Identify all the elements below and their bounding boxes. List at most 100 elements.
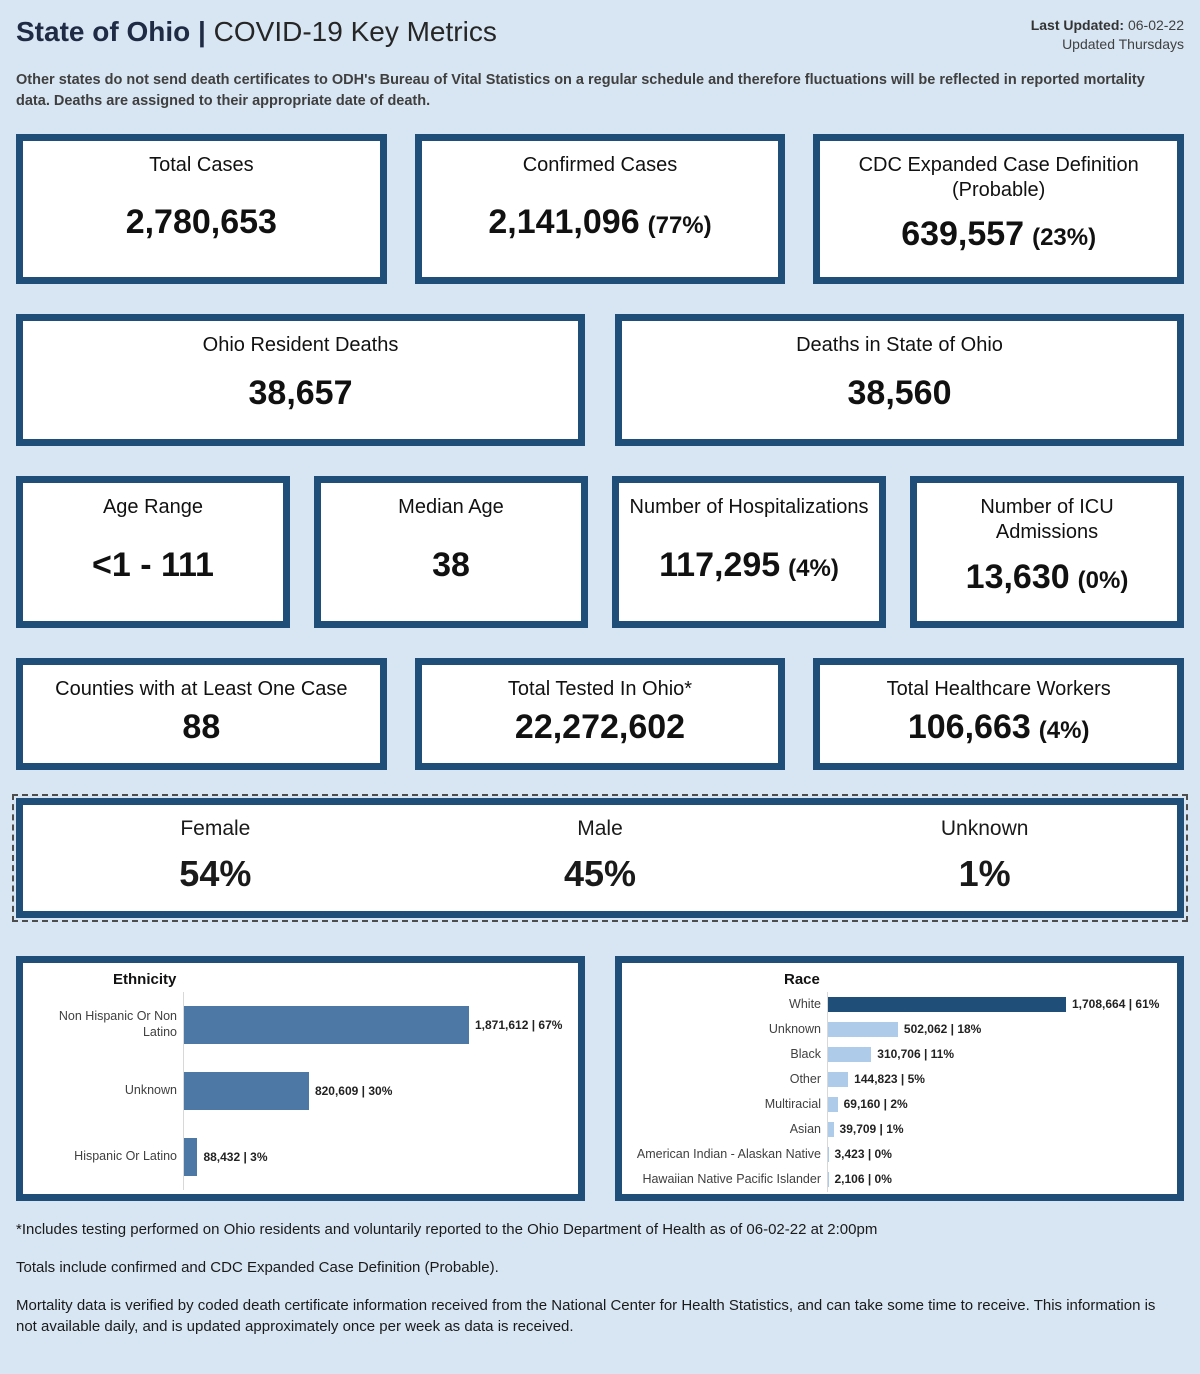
chart-category-label: Unknown bbox=[768, 1021, 821, 1036]
metric-value: 88 bbox=[182, 707, 221, 746]
chart-category-label: White bbox=[789, 996, 821, 1011]
chart-bar[interactable] bbox=[828, 1021, 898, 1037]
metric-card-total-tested: Total Tested In Ohio* 22,272,602 bbox=[414, 657, 786, 770]
metrics-row-deaths: Ohio Resident Deaths 38,657 Deaths in St… bbox=[16, 313, 1184, 446]
chart-category-label: Asian bbox=[789, 1121, 821, 1136]
chart-category-label: Hispanic Or Latino bbox=[74, 1149, 177, 1163]
metric-card-icu-admissions: Number of ICU Admissions 13,630 (0%) bbox=[910, 475, 1184, 628]
chart-value-label: 3,423 | 0% bbox=[834, 1147, 892, 1162]
metric-label: Median Age bbox=[398, 495, 504, 518]
chart-bar-track: 88,432 | 3% bbox=[183, 1123, 568, 1190]
chart-bar[interactable] bbox=[184, 1005, 469, 1044]
chart-row: Unknown 502,062 | 18% bbox=[632, 1016, 1167, 1042]
chart-row: White 1,708,664 | 61% bbox=[632, 991, 1167, 1017]
chart-bar-track: 502,062 | 18% bbox=[827, 1016, 1167, 1042]
metric-label: Confirmed Cases bbox=[522, 153, 678, 176]
charts-row: Ethnicity Non Hispanic Or Non Latino 1,87… bbox=[16, 955, 1184, 1201]
metric-label: Counties with at Least One Case bbox=[55, 677, 348, 700]
chart-bar[interactable] bbox=[828, 1146, 829, 1162]
page-title: State of Ohio | COVID-19 Key Metrics bbox=[16, 16, 497, 48]
metrics-row-age-hospital: Age Range <1 - 111 Median Age 38 Number … bbox=[16, 475, 1184, 628]
chart-bar[interactable] bbox=[828, 996, 1066, 1012]
metric-value: 639,557 (23%) bbox=[901, 215, 1097, 254]
ethnicity-chart-card: Ethnicity Non Hispanic Or Non Latino 1,87… bbox=[16, 955, 585, 1201]
metric-label: Total Cases bbox=[149, 153, 254, 176]
page-title-state: State of Ohio bbox=[16, 16, 191, 47]
chart-bar-track: 310,706 | 11% bbox=[827, 1041, 1167, 1067]
chart-value-label: 144,823 | 5% bbox=[854, 1072, 925, 1087]
ethnicity-chart-title: Ethnicity bbox=[113, 970, 177, 988]
chart-category-label: Non Hispanic Or Non Latino bbox=[58, 1009, 177, 1039]
last-updated-value: 06-02-22 bbox=[1127, 17, 1184, 33]
chart-row: Multiracial 69,160 | 2% bbox=[632, 1091, 1167, 1117]
race-bar-chart: White 1,708,664 | 61% Unknown 502,062 | 18%… bbox=[632, 991, 1167, 1192]
race-chart-title: Race bbox=[784, 970, 820, 988]
metric-value: <1 - 111 bbox=[92, 545, 214, 584]
metric-label: Deaths in State of Ohio bbox=[796, 333, 1003, 356]
metric-value: 22,272,602 bbox=[514, 707, 686, 746]
metric-label: Number of ICU Admissions bbox=[980, 495, 1114, 543]
metric-label: Ohio Resident Deaths bbox=[202, 333, 399, 356]
chart-value-label: 820,609 | 30% bbox=[314, 1083, 393, 1098]
metric-card-total-cases: Total Cases 2,780,653 bbox=[16, 133, 387, 284]
chart-value-label: 88,432 | 3% bbox=[203, 1149, 268, 1164]
chart-bar-track: 1,708,664 | 61% bbox=[827, 991, 1167, 1017]
chart-bar-track: 2,106 | 0% bbox=[827, 1166, 1167, 1192]
chart-category-label: Other bbox=[789, 1071, 821, 1086]
metric-card-deaths-in-state: Deaths in State of Ohio 38,560 bbox=[615, 313, 1184, 446]
chart-bar-track: 1,871,612 | 67% bbox=[183, 991, 568, 1058]
chart-bar-track: 820,609 | 30% bbox=[183, 1057, 568, 1124]
last-updated-line: Last Updated: 06-02-22 bbox=[1031, 16, 1184, 35]
metric-card-healthcare-workers: Total Healthcare Workers 106,663 (4%) bbox=[813, 657, 1184, 770]
chart-row: Asian 39,709 | 1% bbox=[632, 1116, 1167, 1142]
chart-value-label: 69,160 | 2% bbox=[843, 1097, 908, 1112]
gender-value: 45% bbox=[563, 852, 637, 894]
metric-card-cdc-expanded: CDC Expanded Case Definition (Probable) … bbox=[813, 133, 1184, 284]
chart-bar[interactable] bbox=[828, 1171, 829, 1187]
chart-value-label: 39,709 | 1% bbox=[839, 1122, 904, 1137]
metric-value: 13,630 (0%) bbox=[965, 558, 1129, 597]
chart-bar[interactable] bbox=[184, 1071, 309, 1110]
chart-bar-track: 69,160 | 2% bbox=[827, 1091, 1167, 1117]
footnote-mortality: Mortality data is verified by coded deat… bbox=[16, 1296, 1156, 1335]
chart-bar-track: 3,423 | 0% bbox=[827, 1141, 1167, 1167]
chart-bar-track: 144,823 | 5% bbox=[827, 1066, 1167, 1092]
gender-unknown: Unknown 1% bbox=[792, 805, 1177, 911]
last-updated-block: Last Updated: 06-02-22 Updated Thursdays bbox=[1031, 16, 1184, 54]
gender-value: 54% bbox=[179, 852, 252, 894]
metric-card-counties: Counties with at Least One Case 88 bbox=[16, 657, 387, 770]
header: State of Ohio | COVID-19 Key Metrics Las… bbox=[16, 12, 1184, 112]
gender-label: Male bbox=[577, 816, 623, 840]
metric-value: 38,657 bbox=[248, 373, 353, 412]
chart-bar-track: 39,709 | 1% bbox=[827, 1116, 1167, 1142]
race-chart-card: Race White 1,708,664 | 61% Unknown 502,062 … bbox=[615, 955, 1184, 1201]
metrics-row-cases: Total Cases 2,780,653 Confirmed Cases 2,… bbox=[16, 133, 1184, 284]
updated-frequency: Updated Thursdays bbox=[1062, 35, 1184, 52]
metric-value: 106,663 (4%) bbox=[907, 707, 1090, 746]
metric-value: 2,780,653 bbox=[125, 202, 277, 241]
chart-row: Black 310,706 | 11% bbox=[632, 1041, 1167, 1067]
gender-label: Female bbox=[180, 816, 251, 840]
chart-bar[interactable] bbox=[828, 1071, 849, 1087]
chart-row: Non Hispanic Or Non Latino 1,871,612 | 67… bbox=[33, 991, 568, 1058]
gender-label: Unknown bbox=[940, 816, 1029, 840]
metric-card-hospitalizations: Number of Hospitalizations 117,295 (4%) bbox=[612, 475, 886, 628]
chart-bar[interactable] bbox=[828, 1121, 834, 1137]
gender-breakdown-card: Female 54% Male 45% Unknown 1% bbox=[12, 793, 1188, 922]
gender-female: Female 54% bbox=[23, 805, 408, 911]
chart-bar[interactable] bbox=[184, 1137, 198, 1176]
chart-category-label: Hawaiian Native Pacific Islander bbox=[642, 1171, 821, 1186]
chart-row: American Indian - Alaskan Native 3,423 | … bbox=[632, 1141, 1167, 1167]
chart-category-label: American Indian - Alaskan Native bbox=[636, 1146, 821, 1161]
chart-value-label: 310,706 | 11% bbox=[877, 1047, 955, 1062]
chart-bar[interactable] bbox=[828, 1046, 872, 1062]
metric-card-confirmed-cases: Confirmed Cases 2,141,096 (77%) bbox=[414, 133, 786, 284]
last-updated-label: Last Updated: bbox=[1030, 17, 1125, 33]
metric-value: 38,560 bbox=[847, 373, 952, 412]
metric-value: 38 bbox=[432, 545, 470, 584]
chart-value-label: 2,106 | 0% bbox=[834, 1172, 892, 1187]
metric-card-median-age: Median Age 38 bbox=[314, 475, 588, 628]
metric-label: Total Tested In Ohio* bbox=[507, 677, 693, 700]
chart-bar[interactable] bbox=[828, 1096, 838, 1112]
